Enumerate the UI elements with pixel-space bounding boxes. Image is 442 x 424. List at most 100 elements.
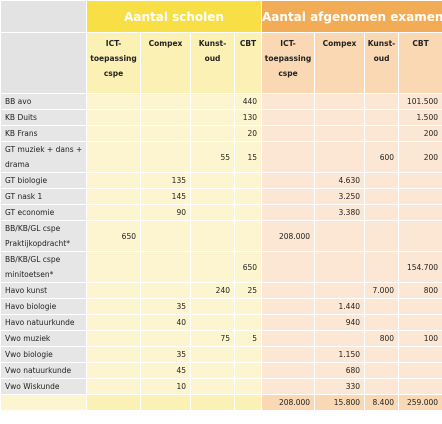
table-cell [233, 298, 263, 315]
table-cell [261, 314, 316, 331]
table-cell [364, 251, 400, 283]
table-cell: 3.250 [314, 188, 366, 205]
column-header: Compex [140, 32, 191, 94]
table-cell [190, 125, 235, 142]
table-cell [364, 125, 400, 142]
table-cell [86, 251, 141, 283]
table-cell [86, 188, 141, 205]
column-header: ICT-toepassing cspe [261, 32, 316, 94]
table-cell: 4.630 [314, 172, 366, 189]
table-row: Vwo natuurkunde 45 680 [0, 362, 442, 379]
table-cell [261, 346, 316, 363]
table-cell [233, 172, 263, 189]
table-cell [86, 141, 141, 173]
group-header-examens: Aantal afgenomen examens [261, 0, 442, 33]
table-cell [261, 188, 316, 205]
corner-cell [0, 0, 87, 33]
table-cell [86, 378, 141, 395]
table-row: KB Frans 20 200 [0, 125, 442, 142]
table-cell [364, 346, 400, 363]
table-cell: 200 [398, 125, 442, 142]
table-cell [261, 282, 316, 299]
table-cell [190, 93, 235, 110]
table-cell [140, 141, 191, 173]
table-cell [398, 298, 442, 315]
table-cell [190, 251, 235, 283]
table-cell [364, 93, 400, 110]
row-label: GT muziek + dans + drama [0, 141, 87, 173]
table-cell: 130 [233, 109, 263, 126]
table-cell: 940 [314, 314, 366, 331]
table-cell [261, 251, 316, 283]
table-cell: 650 [86, 220, 141, 252]
table-cell: 650 [233, 251, 263, 283]
table-cell: 240 [190, 282, 235, 299]
row-label: GT nask 1 [0, 188, 87, 205]
table-cell: 145 [140, 188, 191, 205]
row-label: Vwo natuurkunde [0, 362, 87, 379]
table-row: GT nask 1 145 3.250 [0, 188, 442, 205]
table-cell [233, 362, 263, 379]
table-cell [398, 362, 442, 379]
row-label: Vwo Wiskunde [0, 378, 87, 395]
row-label: BB/KB/GL cspe minitoetsen* [0, 251, 87, 283]
table-cell: 90 [140, 204, 191, 221]
table-row: BB avo 440 101.500 [0, 93, 442, 110]
table-cell [261, 125, 316, 142]
table-cell: 25 [233, 282, 263, 299]
table-cell [233, 314, 263, 331]
table-cell [364, 298, 400, 315]
table-cell [233, 204, 263, 221]
total-cell [140, 394, 191, 411]
table-cell [86, 125, 141, 142]
table-cell [86, 109, 141, 126]
table-cell: 15 [233, 141, 263, 173]
table-cell [261, 204, 316, 221]
total-cell: 8.400 [364, 394, 400, 411]
table-cell [190, 220, 235, 252]
table-row: GT biologie 135 4.630 [0, 172, 442, 189]
table-cell [190, 188, 235, 205]
table-cell [398, 378, 442, 395]
table-cell [140, 251, 191, 283]
table-cell: 1.500 [398, 109, 442, 126]
column-header: CBT [233, 32, 263, 94]
table-cell [140, 282, 191, 299]
table-cell [190, 172, 235, 189]
table-row: Vwo muziek 75 5 800 100 [0, 330, 442, 347]
table-cell [398, 204, 442, 221]
table-cell [314, 282, 366, 299]
table-cell [86, 330, 141, 347]
row-label: Vwo biologie [0, 346, 87, 363]
table-cell: 35 [140, 298, 191, 315]
table-cell: 20 [233, 125, 263, 142]
table-cell [398, 314, 442, 331]
table-cell [261, 109, 316, 126]
table-cell [261, 141, 316, 173]
table-row: Havo kunst 240 25 7.000 800 [0, 282, 442, 299]
table-cell [364, 362, 400, 379]
corner-cell [0, 32, 87, 94]
table-cell [364, 204, 400, 221]
table-cell [314, 125, 366, 142]
total-cell: 208.000 [261, 394, 316, 411]
table-cell [261, 330, 316, 347]
table-cell: 45 [140, 362, 191, 379]
total-cell: 259.000 [398, 394, 442, 411]
table-cell: 680 [314, 362, 366, 379]
column-header: Compex [314, 32, 366, 94]
row-label: BB/KB/GL cspe Praktijkopdracht* [0, 220, 87, 252]
table-cell: 1.440 [314, 298, 366, 315]
table-cell [398, 172, 442, 189]
row-label: KB Duits [0, 109, 87, 126]
table-cell [364, 378, 400, 395]
table-cell [261, 93, 316, 110]
table-cell [314, 220, 366, 252]
table-cell: 7.000 [364, 282, 400, 299]
table-row: GT economie 90 3.380 [0, 204, 442, 221]
table-cell: 10 [140, 378, 191, 395]
table-cell [314, 251, 366, 283]
row-label: BB avo [0, 93, 87, 110]
table-cell [190, 346, 235, 363]
table-cell [233, 346, 263, 363]
